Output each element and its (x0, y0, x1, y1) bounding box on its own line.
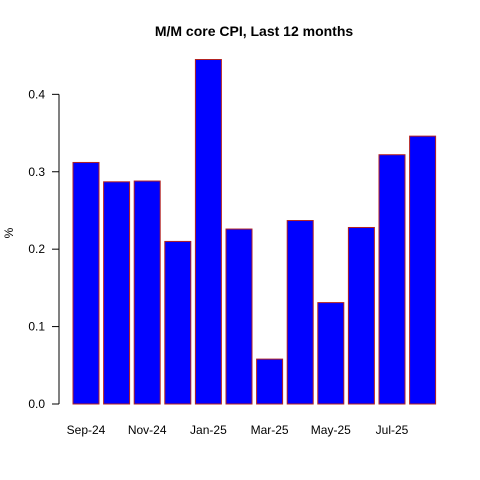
y-tick-label: 0.2 (28, 242, 45, 256)
x-tick-label: Jan-25 (190, 423, 227, 437)
x-tick-label: Mar-25 (251, 423, 289, 437)
y-tick-label: 0.3 (28, 165, 45, 179)
y-tick-label: 0.1 (28, 320, 45, 334)
bar-jul-25 (378, 154, 406, 405)
bars-group (72, 59, 437, 405)
bar-jan-25 (194, 59, 222, 405)
bar-mar-25 (256, 358, 284, 405)
y-axis-label: % (2, 227, 16, 238)
y-axis: 0.0 0.1 0.2 0.3 0.4 (28, 87, 60, 411)
x-axis: Sep-24 Nov-24 Jan-25 Mar-25 May-25 Jul-25 (67, 423, 409, 437)
x-tick-label: May-25 (311, 423, 351, 437)
bar-nov-24 (133, 180, 161, 405)
bar-dec-24 (164, 240, 192, 405)
bar-oct-24 (103, 181, 131, 405)
bar-may-25 (317, 302, 345, 405)
bar-feb-25 (225, 228, 253, 405)
bar-apr-25 (286, 220, 314, 405)
bar-sep-24 (72, 161, 100, 405)
x-tick-label: Sep-24 (67, 423, 106, 437)
bar-aug-25 (409, 135, 437, 405)
x-tick-label: Jul-25 (376, 423, 409, 437)
y-tick-label: 0.4 (28, 87, 45, 101)
y-tick-label: 0.0 (28, 397, 45, 411)
x-tick-label: Nov-24 (128, 423, 167, 437)
bar-jun-25 (347, 226, 375, 405)
chart-title: M/M core CPI, Last 12 months (155, 23, 354, 39)
